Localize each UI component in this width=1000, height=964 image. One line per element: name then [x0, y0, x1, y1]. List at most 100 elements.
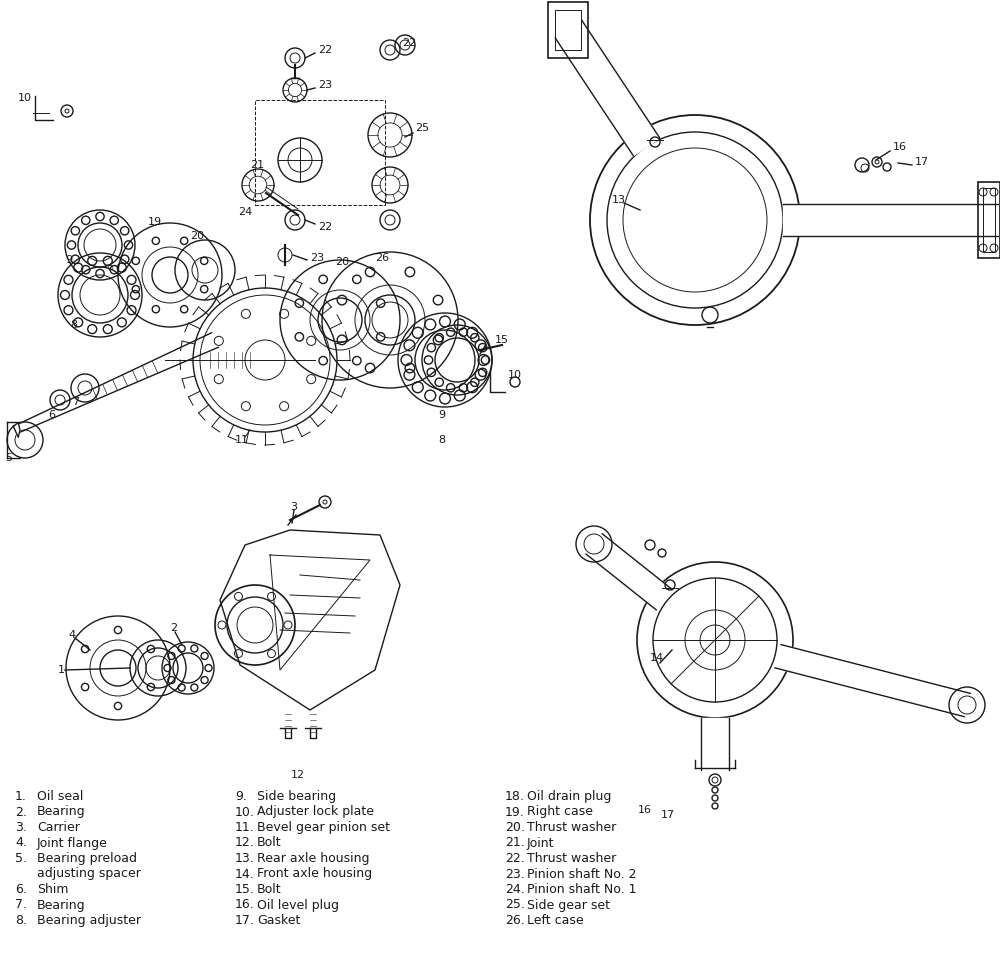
Text: 24: 24 [238, 207, 252, 217]
Text: 16: 16 [638, 805, 652, 815]
Text: 7.: 7. [15, 898, 27, 912]
Text: Bolt: Bolt [257, 883, 282, 896]
Text: Joint flange: Joint flange [37, 837, 108, 849]
Text: Pinion shaft No. 1: Pinion shaft No. 1 [527, 883, 637, 896]
Text: Bearing: Bearing [37, 806, 86, 818]
Text: Front axle housing: Front axle housing [257, 868, 372, 880]
Text: 26.: 26. [505, 914, 525, 927]
Text: 22: 22 [318, 45, 332, 55]
Text: Side bearing: Side bearing [257, 790, 336, 803]
Text: Thrust washer: Thrust washer [527, 821, 616, 834]
Text: 19: 19 [148, 217, 162, 227]
Text: 6: 6 [48, 410, 55, 420]
Text: 8: 8 [438, 435, 445, 445]
Text: Gasket: Gasket [257, 914, 300, 927]
Text: Bolt: Bolt [257, 837, 282, 849]
Text: 15.: 15. [235, 883, 255, 896]
Text: 17: 17 [661, 810, 675, 820]
Text: 23.: 23. [505, 868, 525, 880]
Text: 4.: 4. [15, 837, 27, 849]
Text: 7: 7 [72, 397, 79, 407]
Text: 1: 1 [58, 665, 65, 675]
Polygon shape [13, 333, 218, 434]
Text: 2: 2 [170, 623, 177, 633]
Text: 10: 10 [508, 370, 522, 380]
Text: 4: 4 [68, 630, 75, 640]
Text: 1.: 1. [15, 790, 27, 803]
Text: 8.: 8. [15, 914, 27, 927]
Text: Oil drain plug: Oil drain plug [527, 790, 611, 803]
Text: 20.: 20. [505, 821, 525, 834]
Text: 22.: 22. [505, 852, 525, 865]
Text: Adjuster lock plate: Adjuster lock plate [257, 806, 374, 818]
Polygon shape [13, 422, 20, 438]
Polygon shape [775, 645, 970, 716]
Text: ⊙: ⊙ [106, 262, 114, 272]
Text: 2.: 2. [15, 806, 27, 818]
Text: 6.: 6. [15, 883, 27, 896]
Text: Bearing adjuster: Bearing adjuster [37, 914, 141, 927]
Text: 9: 9 [438, 410, 445, 420]
Text: 11: 11 [235, 435, 249, 445]
Text: Oil level plug: Oil level plug [257, 898, 339, 912]
Text: 3: 3 [290, 502, 297, 512]
Text: 23: 23 [310, 253, 324, 263]
Text: 14: 14 [650, 653, 664, 663]
Text: Side gear set: Side gear set [527, 898, 610, 912]
Text: 22: 22 [402, 38, 416, 48]
Polygon shape [586, 534, 672, 610]
Text: 17: 17 [915, 157, 929, 167]
Text: 25: 25 [415, 123, 429, 133]
Text: Pinion shaft No. 2: Pinion shaft No. 2 [527, 868, 637, 880]
Text: Carrier: Carrier [37, 821, 80, 834]
Text: 17.: 17. [235, 914, 255, 927]
Text: 23: 23 [318, 80, 332, 90]
Bar [983, 188, 995, 252]
Text: 12.: 12. [235, 837, 255, 849]
Text: 13: 13 [612, 195, 626, 205]
Text: Left case: Left case [527, 914, 584, 927]
Text: Bevel gear pinion set: Bevel gear pinion set [257, 821, 390, 834]
Bar [548, 2, 588, 58]
Text: 12: 12 [291, 770, 305, 780]
Text: 13.: 13. [235, 852, 255, 865]
Text: 20: 20 [190, 231, 204, 241]
Text: 15: 15 [495, 335, 509, 345]
Text: 14.: 14. [235, 868, 255, 880]
Text: 8: 8 [70, 320, 77, 330]
Text: 3.: 3. [15, 821, 27, 834]
Bar [978, 182, 1000, 258]
Text: 25.: 25. [505, 898, 525, 912]
Text: 19.: 19. [505, 806, 525, 818]
Polygon shape [555, 20, 660, 156]
Polygon shape [701, 718, 729, 770]
Bar [255, 100, 385, 205]
Text: 18.: 18. [505, 790, 525, 803]
Text: Rear axle housing: Rear axle housing [257, 852, 370, 865]
Text: 10: 10 [18, 93, 32, 103]
Text: adjusting spacer: adjusting spacer [37, 868, 141, 880]
Text: Shim: Shim [37, 883, 68, 896]
Text: 9: 9 [65, 255, 72, 265]
Text: Thrust washer: Thrust washer [527, 852, 616, 865]
Text: Bearing preload: Bearing preload [37, 852, 137, 865]
Text: 20: 20 [335, 257, 349, 267]
Text: Bearing: Bearing [37, 898, 86, 912]
Text: 22: 22 [318, 222, 332, 232]
Text: Right case: Right case [527, 806, 593, 818]
Text: 11.: 11. [235, 821, 255, 834]
Polygon shape [783, 204, 998, 236]
Text: 24.: 24. [505, 883, 525, 896]
Text: 16.: 16. [235, 898, 255, 912]
Text: 26: 26 [375, 253, 389, 263]
Text: 16: 16 [893, 142, 907, 152]
Bar [555, 10, 581, 50]
Text: 5.: 5. [15, 852, 27, 865]
Text: 21: 21 [250, 160, 264, 170]
Text: 21.: 21. [505, 837, 525, 849]
Text: Joint: Joint [527, 837, 554, 849]
Text: 10.: 10. [235, 806, 255, 818]
Text: 5: 5 [5, 453, 12, 463]
Text: Oil seal: Oil seal [37, 790, 83, 803]
Text: 9.: 9. [235, 790, 247, 803]
